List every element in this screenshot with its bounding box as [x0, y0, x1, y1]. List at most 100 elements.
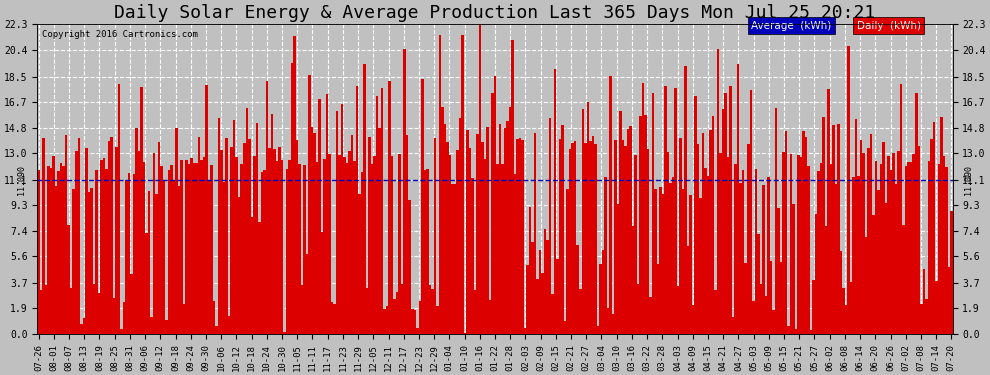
Bar — [933, 122, 936, 334]
Bar — [188, 165, 190, 334]
Bar — [120, 329, 123, 334]
Bar — [910, 162, 913, 334]
Bar — [398, 154, 401, 334]
Bar — [669, 183, 672, 334]
Bar — [602, 250, 604, 334]
Bar — [740, 183, 742, 334]
Bar — [772, 310, 774, 334]
Bar — [378, 128, 381, 334]
Bar — [218, 118, 221, 334]
Bar — [143, 162, 146, 334]
Bar — [612, 314, 614, 334]
Bar — [672, 177, 674, 334]
Bar — [308, 75, 311, 334]
Bar — [463, 333, 466, 334]
Bar — [95, 170, 98, 334]
Bar — [684, 66, 687, 334]
Bar — [817, 171, 820, 334]
Bar — [275, 161, 278, 334]
Bar — [757, 234, 759, 334]
Bar — [619, 111, 622, 334]
Bar — [301, 285, 303, 334]
Bar — [38, 170, 40, 334]
Bar — [769, 261, 772, 334]
Bar — [248, 139, 250, 334]
Bar — [489, 300, 491, 334]
Bar — [835, 184, 838, 334]
Bar — [211, 165, 213, 334]
Bar — [446, 142, 448, 334]
Bar — [296, 140, 298, 334]
Bar — [599, 264, 602, 334]
Bar — [865, 237, 867, 334]
Bar — [193, 164, 195, 334]
Bar — [712, 116, 715, 334]
Bar — [444, 124, 446, 334]
Bar — [318, 99, 321, 334]
Bar — [833, 125, 835, 334]
Bar — [792, 204, 795, 334]
Bar — [725, 93, 727, 334]
Bar — [807, 166, 810, 334]
Bar — [183, 304, 185, 334]
Bar — [346, 164, 348, 334]
Bar — [509, 107, 511, 334]
Bar — [148, 191, 150, 334]
Bar — [190, 158, 193, 334]
Bar — [436, 306, 439, 334]
Bar — [396, 292, 398, 334]
Bar — [366, 288, 368, 334]
Bar — [556, 259, 559, 334]
Bar — [155, 194, 157, 334]
Bar — [892, 153, 895, 334]
Text: Daily  (kWh): Daily (kWh) — [856, 21, 921, 31]
Bar — [777, 209, 779, 334]
Bar — [288, 160, 291, 334]
Bar — [830, 164, 833, 334]
Bar — [334, 304, 336, 334]
Bar — [945, 166, 947, 334]
Bar — [854, 120, 857, 334]
Bar — [862, 153, 865, 334]
Bar — [544, 229, 546, 334]
Bar — [270, 114, 273, 334]
Bar — [110, 137, 113, 334]
Bar — [213, 300, 216, 334]
Bar — [339, 155, 341, 334]
Bar — [185, 160, 188, 334]
Bar — [637, 284, 640, 334]
Bar — [938, 164, 940, 334]
Bar — [887, 156, 890, 334]
Bar — [404, 49, 406, 334]
Bar — [501, 164, 504, 334]
Bar — [205, 85, 208, 334]
Bar — [692, 305, 694, 334]
Bar — [624, 146, 627, 334]
Bar — [113, 298, 115, 334]
Bar — [321, 232, 324, 334]
Bar — [742, 170, 744, 334]
Bar — [903, 225, 905, 334]
Bar — [730, 86, 732, 334]
Bar — [358, 194, 360, 334]
Bar — [517, 140, 519, 334]
Bar — [522, 140, 524, 334]
Bar — [136, 128, 138, 334]
Bar — [50, 168, 52, 334]
Bar — [426, 169, 429, 334]
Bar — [255, 123, 258, 334]
Bar — [840, 251, 842, 334]
Bar — [306, 254, 308, 334]
Bar — [233, 120, 236, 334]
Bar — [915, 93, 918, 334]
Bar — [479, 24, 481, 334]
Bar — [551, 294, 554, 334]
Bar — [828, 89, 830, 334]
Bar — [880, 164, 882, 334]
Bar — [632, 226, 635, 334]
Bar — [223, 182, 226, 334]
Bar — [930, 140, 933, 334]
Bar — [529, 207, 532, 334]
Bar — [473, 290, 476, 334]
Text: 11.090: 11.090 — [18, 165, 27, 195]
